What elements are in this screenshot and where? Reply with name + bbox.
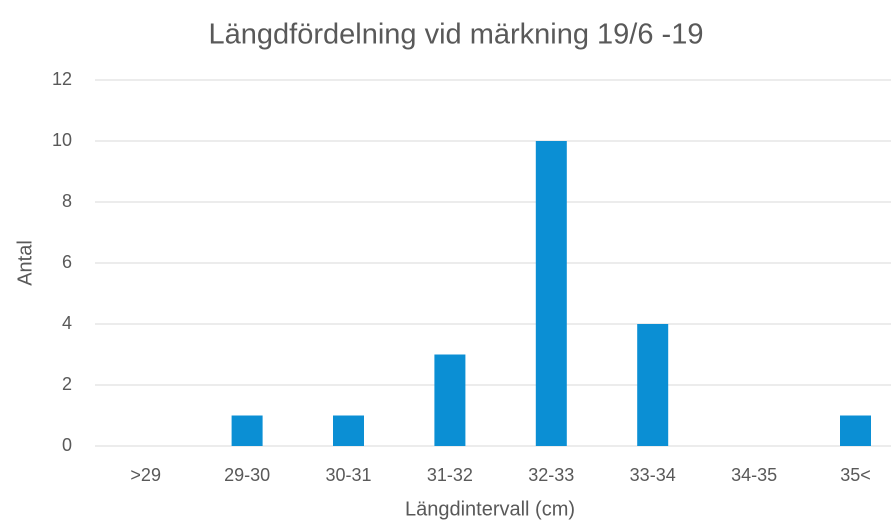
x-tick-label: 31-32 <box>427 465 473 485</box>
y-tick-label: 10 <box>52 130 72 150</box>
x-tick-label: 30-31 <box>325 465 371 485</box>
y-tick-label: 6 <box>62 252 72 272</box>
y-tick-label: 2 <box>62 374 72 394</box>
x-tick-label: >29 <box>130 465 161 485</box>
bar <box>637 324 669 446</box>
bar <box>231 415 263 446</box>
bar <box>535 141 567 446</box>
x-tick-label: 32-33 <box>528 465 574 485</box>
y-tick-label: 12 <box>52 69 72 89</box>
bar <box>333 415 364 446</box>
y-tick-label: 8 <box>62 191 72 211</box>
x-tick-label: 29-30 <box>224 465 270 485</box>
y-tick-label: 0 <box>62 435 72 455</box>
bar <box>434 354 466 446</box>
y-tick-label: 4 <box>62 313 72 333</box>
x-tick-label: 34-35 <box>731 465 777 485</box>
x-axis-label: Längdintervall (cm) <box>405 498 575 520</box>
bar <box>840 415 871 446</box>
y-axis-label: Antal <box>14 240 36 286</box>
x-tick-label: 35< <box>840 465 871 485</box>
chart-title: Längdfördelning vid märkning 19/6 -19 <box>209 19 704 51</box>
x-tick-label: 33-34 <box>630 465 676 485</box>
